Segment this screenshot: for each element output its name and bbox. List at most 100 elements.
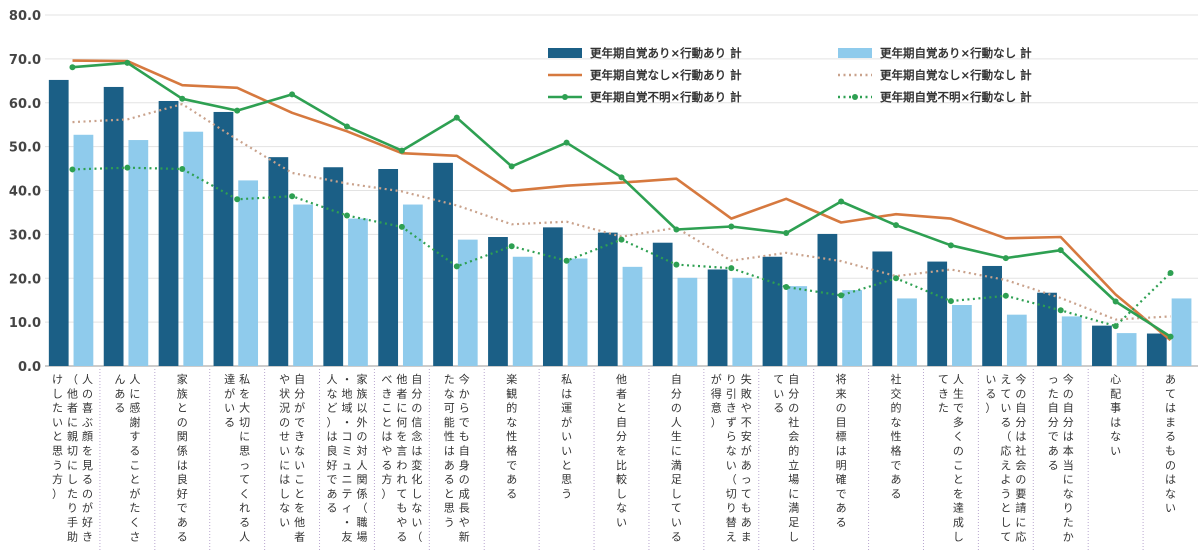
x-tick-char: 分	[788, 387, 799, 400]
x-tick-char: 友	[341, 529, 352, 543]
x-tick-char: 当	[1063, 458, 1074, 472]
x-tick-char: 方	[381, 472, 392, 486]
line-point	[453, 114, 460, 121]
x-tick-char: 私	[561, 373, 572, 386]
x-tick-char: 事	[1110, 402, 1121, 415]
bar	[1061, 316, 1082, 366]
x-tick-char: が	[294, 401, 305, 415]
x-tick-char: な	[891, 416, 902, 429]
x-tick-char: の	[82, 487, 93, 500]
bar	[512, 256, 533, 366]
x-tick-char: 係	[177, 445, 188, 458]
x-tick-char: 人	[953, 373, 964, 386]
x-tick-char: の	[788, 402, 799, 415]
line-point	[673, 261, 680, 268]
x-tick-char: い	[224, 402, 235, 415]
x-tick-char: と	[52, 430, 63, 443]
x-tick-char: え	[1000, 459, 1011, 472]
x-tick-char: 況	[279, 401, 290, 415]
x-tick-char: と	[616, 402, 627, 415]
x-tick-char: 好	[326, 458, 337, 472]
x-tick-char: 長	[459, 502, 470, 515]
x-tick-char: ・	[341, 373, 352, 386]
x-tick-char: 切	[239, 416, 250, 429]
x-tick-char: 係	[356, 487, 367, 500]
x-tick-char: に	[279, 459, 290, 472]
x-tick-char: い	[616, 516, 627, 529]
x-tick-char: さ	[129, 530, 140, 543]
x-tick-char: 他	[396, 373, 407, 386]
y-tick-label: 60.0	[9, 97, 41, 112]
x-tick-char: っ	[1048, 373, 1059, 386]
x-tick-char: あ	[444, 459, 455, 472]
x-tick-char: 格	[891, 444, 902, 458]
x-tick-char: き	[294, 430, 305, 443]
y-axis: 0.0 10.0 20.0 30.0 40.0 50.0 60.0 70.0 80.0	[9, 9, 41, 375]
x-tick-char: る	[224, 416, 235, 429]
x-tick-char: 今	[1063, 372, 1074, 386]
x-tick-char: 良	[177, 472, 188, 486]
x-tick-char: に	[129, 387, 140, 400]
x-tick-char: も	[741, 502, 752, 515]
line-point	[124, 59, 131, 66]
x-tick-char: 思	[52, 445, 63, 458]
x-tick-char: が	[129, 486, 140, 500]
x-tick-char: 本	[1063, 444, 1074, 458]
x-tick-char: い	[411, 516, 422, 529]
legend-marker	[852, 94, 858, 100]
x-tick-char: 可	[444, 402, 455, 415]
bar	[378, 169, 399, 366]
x-tick-char: に	[67, 459, 78, 472]
line-point	[1057, 247, 1064, 254]
x-tick-char: 人	[129, 373, 140, 386]
x-tick-char: る	[381, 459, 392, 472]
x-tick-char: 明	[836, 459, 847, 472]
x-tick-char: 者	[616, 387, 627, 400]
x-tick-char: を	[953, 487, 964, 500]
x-tick-char: 以	[356, 402, 367, 415]
x-tick-char: た	[129, 502, 140, 515]
x-tick-char: る	[129, 445, 140, 458]
line-point	[1057, 307, 1064, 314]
bar	[1092, 325, 1112, 366]
x-tick-char: と	[444, 487, 455, 500]
x-tick-char: で	[326, 473, 337, 486]
x-tick-char: 成	[459, 487, 470, 500]
bar	[238, 180, 259, 366]
x-tick-char: 満	[788, 502, 799, 515]
y-tick-label: 0.0	[18, 360, 41, 375]
x-tick-char: 不	[741, 416, 752, 429]
x-tick-char: あ	[1048, 445, 1059, 458]
y-tick-label: 70.0	[9, 53, 41, 68]
x-tick-char: は	[1110, 416, 1121, 429]
x-tick-char: が	[82, 501, 93, 515]
x-tick-char: 得	[711, 387, 722, 400]
x-tick-char: は	[1015, 430, 1026, 443]
x-tick-char: る	[326, 502, 337, 515]
x-tick-char: の	[1063, 387, 1074, 400]
x-tick-char: し	[52, 387, 63, 400]
line-point	[179, 95, 186, 102]
x-tick-char: か	[1063, 530, 1074, 543]
bar	[213, 111, 234, 367]
x-tick-char: 敗	[741, 386, 752, 400]
series-line	[72, 166, 1172, 328]
x-tick-char: 自	[1048, 402, 1059, 415]
x-tick-char: と	[381, 416, 392, 429]
x-tick-char: あ	[741, 459, 752, 472]
x-tick-char: （	[726, 473, 737, 486]
x-tick-char: 会	[788, 430, 799, 443]
x-tick-char: し	[788, 530, 799, 543]
x-tick-char: 好	[82, 515, 93, 529]
x-tick-char: 切	[67, 445, 78, 458]
x-tick-char: に	[1063, 473, 1074, 486]
x-tick-char: ィ	[341, 502, 352, 515]
